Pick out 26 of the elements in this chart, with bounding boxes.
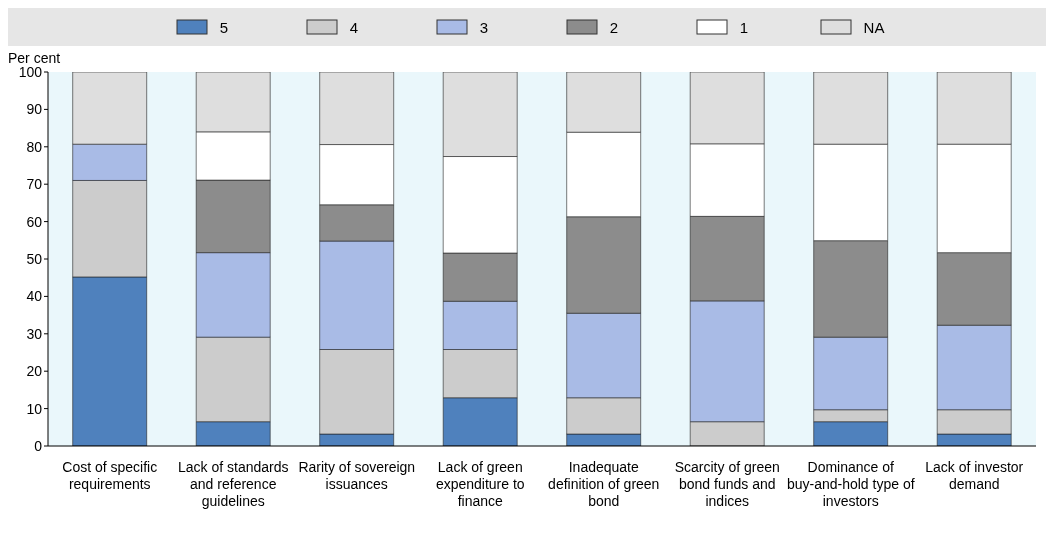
y-tick-label: 90 bbox=[26, 101, 43, 118]
y-tick-label: 40 bbox=[26, 288, 43, 305]
y-tick-label: 60 bbox=[26, 213, 43, 230]
y-tick-label: 100 bbox=[18, 63, 43, 80]
y-tick-label: 20 bbox=[26, 363, 43, 380]
legend-label: 3 bbox=[479, 18, 489, 36]
x-tick-label: Rarity of sovereign issuances bbox=[298, 459, 416, 492]
y-tick-label: 30 bbox=[26, 325, 43, 342]
legend-label: 4 bbox=[349, 18, 359, 36]
x-tick-label: Cost of specific requirements bbox=[62, 459, 158, 492]
x-tick-label: Dominance of buy-and-hold type of investors bbox=[786, 459, 915, 509]
y-tick-label: 50 bbox=[26, 250, 43, 267]
x-tick-label: Scarcity of green bond funds and indices bbox=[674, 459, 780, 509]
x-tick-label: Lack of investor demand bbox=[925, 459, 1024, 492]
x-tick-label: Lack of green expenditure to finance bbox=[435, 459, 525, 509]
y-tick-label: 10 bbox=[26, 400, 43, 417]
legend-label: NA bbox=[863, 18, 885, 36]
legend-label: 2 bbox=[609, 18, 619, 36]
y-tick-label: 70 bbox=[26, 176, 43, 193]
legend-label: 1 bbox=[739, 18, 749, 36]
x-tick-label: Lack of standards and reference guidelines bbox=[177, 459, 289, 509]
y-tick-label: 80 bbox=[26, 138, 43, 155]
y-tick-label: 0 bbox=[34, 437, 43, 454]
legend-label: 5 bbox=[219, 18, 229, 36]
x-tick-label: Inadequate definition of green bond bbox=[548, 459, 660, 509]
y-axis-title: Per cent bbox=[8, 50, 61, 66]
